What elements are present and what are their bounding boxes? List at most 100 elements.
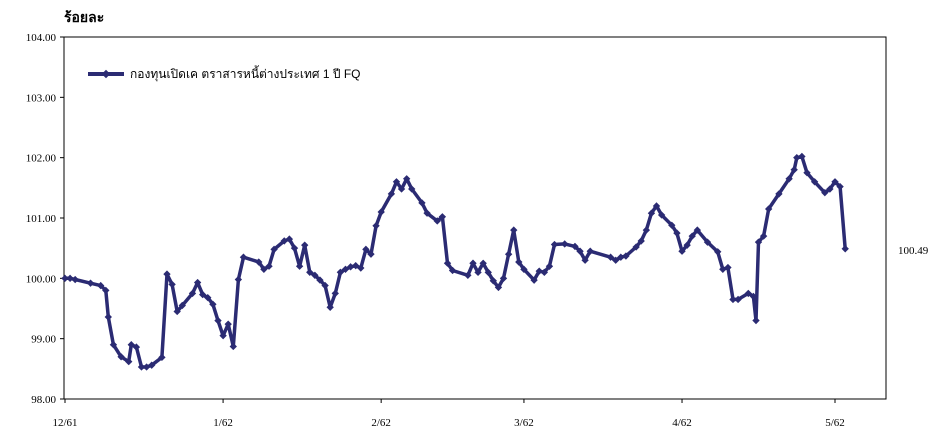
data-point xyxy=(622,252,630,260)
data-point xyxy=(443,259,452,267)
data-point xyxy=(326,303,334,311)
data-point xyxy=(168,280,176,289)
data-point xyxy=(540,268,549,277)
data-point xyxy=(673,229,681,237)
data-point xyxy=(764,205,773,213)
data-point xyxy=(265,262,273,270)
x-tick-label: 2/62 xyxy=(371,417,391,429)
data-point xyxy=(214,316,222,325)
data-point xyxy=(341,265,350,273)
data-point xyxy=(612,256,620,264)
data-point xyxy=(255,258,263,266)
data-point xyxy=(576,247,584,255)
data-point xyxy=(229,342,237,351)
data-point xyxy=(632,243,640,251)
data-point xyxy=(642,226,651,234)
data-point xyxy=(260,265,268,273)
y-tick-label: 104.00 xyxy=(26,32,57,44)
data-point xyxy=(336,268,345,276)
data-point xyxy=(550,240,559,249)
data-point xyxy=(798,152,806,161)
data-point xyxy=(104,313,112,321)
data-point xyxy=(137,363,146,371)
y-tick-label: 102.00 xyxy=(26,153,57,165)
data-point xyxy=(499,274,508,283)
series-layer xyxy=(61,152,849,371)
data-point xyxy=(377,208,385,216)
y-tick-label: 100.00 xyxy=(26,273,57,285)
data-point xyxy=(803,169,811,177)
data-point xyxy=(836,182,844,191)
data-point xyxy=(688,232,696,240)
data-point xyxy=(586,247,594,255)
data-point xyxy=(464,271,472,279)
x-tick-label: 12/61 xyxy=(52,417,77,429)
legend-label: กองทุนเปิดเค ตราสารหนี้ต่างประเทศ 1 ปี F… xyxy=(130,65,361,82)
data-point xyxy=(617,253,625,261)
data-point xyxy=(647,209,656,217)
data-point xyxy=(301,241,309,249)
data-point xyxy=(423,209,431,217)
data-point xyxy=(270,245,278,254)
data-point xyxy=(125,357,133,366)
data-point xyxy=(474,268,482,277)
data-point xyxy=(724,263,732,272)
data-point xyxy=(285,235,294,243)
data-point xyxy=(316,276,324,284)
data-point xyxy=(494,283,503,292)
x-axis: 12/61 1/62 2/62 3/62 4/62 5/62 xyxy=(52,399,845,429)
data-point xyxy=(86,279,95,287)
data-point xyxy=(734,295,742,304)
plot-area-frame xyxy=(63,36,887,400)
y-tick-label: 103.00 xyxy=(26,92,57,104)
data-point xyxy=(693,226,702,234)
x-tick-label: 1/62 xyxy=(213,417,233,429)
series-line xyxy=(63,154,847,369)
data-point xyxy=(346,263,355,271)
data-point xyxy=(295,262,304,270)
data-point xyxy=(637,237,645,245)
data-point xyxy=(744,289,752,298)
data-point xyxy=(306,268,314,276)
legend-marker xyxy=(101,69,111,79)
y-tick-label: 101.00 xyxy=(26,213,57,225)
y-axis: 104.00 103.00 102.00 101.00 100.00 99.00 98.00 xyxy=(26,32,64,406)
data-point xyxy=(826,185,834,193)
data-point xyxy=(793,153,801,162)
data-point xyxy=(362,245,370,254)
data-point xyxy=(510,226,518,234)
data-point xyxy=(581,256,589,264)
data-point xyxy=(66,274,74,283)
legend: กองทุนเปิดเค ตราสารหนี้ต่างประเทศ 1 ปี F… xyxy=(88,65,361,82)
data-point xyxy=(530,276,538,284)
data-point xyxy=(357,264,365,272)
data-point xyxy=(311,271,319,279)
data-point xyxy=(841,245,849,253)
data-point xyxy=(561,240,569,248)
x-tick-label: 4/62 xyxy=(672,417,692,429)
data-point xyxy=(408,185,416,193)
x-tick-label: 5/62 xyxy=(825,417,845,429)
data-point xyxy=(504,250,513,258)
data-point xyxy=(71,275,79,284)
data-point xyxy=(790,166,798,174)
data-point xyxy=(321,281,329,290)
y-tick-label: 99.00 xyxy=(31,334,56,346)
data-point xyxy=(469,259,477,267)
data-point xyxy=(61,274,69,283)
data-point xyxy=(752,316,760,325)
data-point xyxy=(97,281,105,290)
data-point xyxy=(749,292,758,301)
data-point xyxy=(683,241,691,249)
data-point xyxy=(234,275,243,284)
end-value-label: 100.49 xyxy=(898,245,929,257)
x-tick-label: 3/62 xyxy=(514,417,534,429)
data-point xyxy=(188,289,197,298)
data-point xyxy=(163,270,171,278)
data-point xyxy=(331,289,339,298)
data-point xyxy=(484,268,492,277)
data-point xyxy=(729,295,737,304)
y-tick-label: 98.00 xyxy=(31,394,56,406)
y-axis-unit-label: ร้อยละ xyxy=(64,9,104,25)
